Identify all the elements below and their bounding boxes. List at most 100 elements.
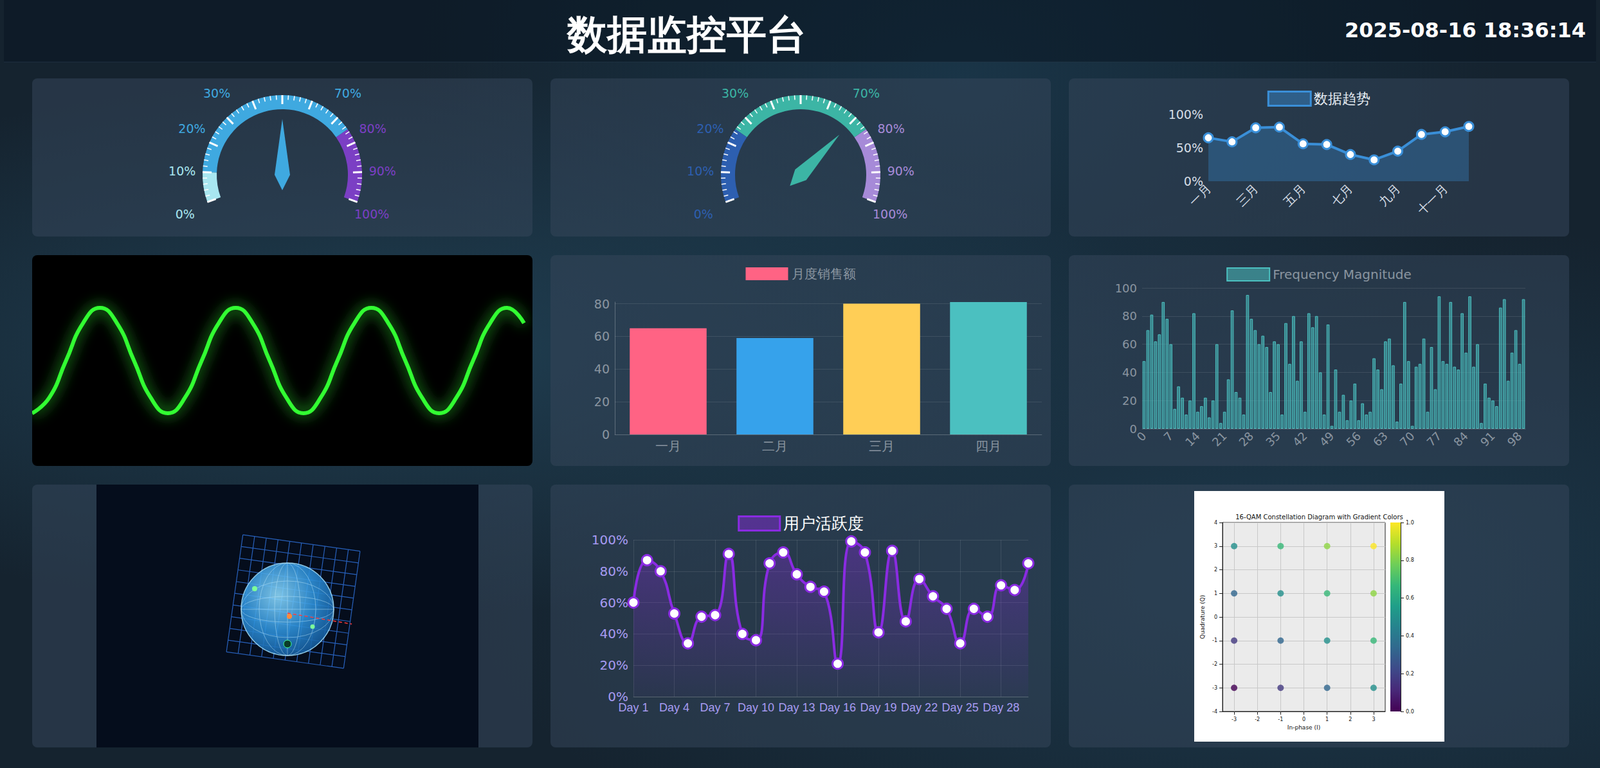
svg-text:2: 2 (1214, 567, 1218, 573)
svg-text:70: 70 (1397, 429, 1418, 450)
svg-text:4: 4 (1214, 520, 1218, 527)
svg-text:7: 7 (1160, 429, 1176, 445)
svg-text:九月: 九月 (1375, 181, 1403, 209)
svg-text:60: 60 (1122, 337, 1137, 352)
html-text:数据监控平台: 数据监控平台 (567, 10, 807, 58)
svg-text:Day 28: Day 28 (982, 701, 1020, 715)
svg-text:一月: 一月 (1185, 181, 1213, 209)
svg-text:Day 1: Day 1 (618, 701, 649, 715)
svg-text:Day 16: Day 16 (819, 701, 856, 715)
svg-text:42: 42 (1290, 429, 1310, 450)
svg-text:100: 100 (1115, 281, 1137, 296)
svg-text:98: 98 (1504, 429, 1525, 450)
svg-text:0%: 0% (693, 207, 714, 222)
svg-text:Day 7: Day 7 (700, 701, 731, 715)
svg-text:In-phase (I): In-phase (I) (1287, 724, 1321, 732)
svg-text:0: 0 (1302, 717, 1306, 723)
svg-text:3: 3 (1214, 543, 1218, 550)
svg-text:0%: 0% (607, 689, 629, 705)
svg-text:90%: 90% (369, 163, 397, 179)
svg-text:Frequency Magnitude: Frequency Magnitude (1272, 266, 1412, 283)
svg-text:20%: 20% (696, 121, 724, 136)
svg-text:Day 19: Day 19 (860, 701, 898, 715)
svg-text:10%: 10% (168, 163, 196, 179)
svg-text:三月: 三月 (1233, 181, 1261, 209)
svg-text:16-QAM Constellation Diagram w: 16-QAM Constellation Diagram with Gradie… (1235, 513, 1404, 521)
svg-text:1: 1 (1325, 717, 1329, 723)
svg-text:十一月: 十一月 (1414, 181, 1451, 218)
svg-text:56: 56 (1343, 429, 1364, 450)
svg-text:Day 22: Day 22 (900, 701, 938, 715)
svg-text:20%: 20% (600, 657, 629, 674)
svg-text:月度销售额: 月度销售额 (791, 266, 856, 282)
svg-text:-2: -2 (1212, 661, 1218, 668)
svg-text:100%: 100% (1168, 107, 1204, 122)
svg-text:0.4: 0.4 (1405, 633, 1415, 640)
svg-text:0.2: 0.2 (1405, 671, 1415, 678)
svg-text:0: 0 (1133, 429, 1149, 445)
svg-text:80%: 80% (877, 121, 905, 136)
svg-text:84: 84 (1450, 429, 1471, 450)
svg-text:60: 60 (594, 329, 610, 344)
svg-text:100%: 100% (591, 532, 629, 548)
svg-text:20%: 20% (178, 121, 206, 136)
svg-text:四月: 四月 (975, 438, 1002, 455)
svg-text:20: 20 (1122, 394, 1137, 408)
svg-text:-3: -3 (1212, 685, 1218, 692)
svg-text:-1: -1 (1277, 717, 1283, 723)
svg-text:30%: 30% (203, 86, 231, 101)
svg-text:40: 40 (594, 362, 610, 377)
svg-text:80: 80 (1122, 309, 1137, 323)
svg-text:35: 35 (1263, 429, 1283, 450)
svg-text:用户活跃度: 用户活跃度 (783, 514, 864, 534)
svg-text:一月: 一月 (655, 438, 682, 455)
svg-text:91: 91 (1477, 429, 1498, 450)
svg-text:28: 28 (1236, 429, 1256, 450)
svg-text:40: 40 (1122, 365, 1137, 380)
svg-text:Day 25: Day 25 (942, 701, 979, 715)
svg-text:100%: 100% (354, 207, 390, 222)
svg-text:30%: 30% (721, 86, 749, 101)
svg-text:70%: 70% (852, 86, 880, 101)
svg-text:80%: 80% (600, 563, 629, 580)
svg-text:0: 0 (601, 427, 610, 442)
svg-text:50%: 50% (1176, 140, 1204, 155)
html-text:2025-08-16 18:36:14: 2025-08-16 18:36:14 (1344, 18, 1586, 43)
svg-text:20: 20 (594, 394, 610, 410)
svg-text:10%: 10% (686, 163, 714, 179)
svg-text:77: 77 (1423, 429, 1444, 450)
svg-text:0.0: 0.0 (1405, 709, 1415, 716)
svg-text:七月: 七月 (1327, 181, 1355, 209)
svg-text:-1: -1 (1212, 637, 1218, 644)
svg-text:40%: 40% (600, 626, 629, 642)
svg-text:二月: 二月 (762, 438, 788, 455)
svg-text:五月: 五月 (1281, 181, 1309, 209)
svg-text:0%: 0% (175, 207, 195, 222)
svg-text:14: 14 (1182, 429, 1203, 450)
svg-text:三月: 三月 (868, 438, 895, 455)
svg-text:2: 2 (1348, 717, 1352, 723)
svg-text:-2: -2 (1254, 717, 1260, 723)
svg-text:0: 0 (1214, 614, 1218, 621)
svg-text:80: 80 (594, 297, 610, 312)
svg-text:100%: 100% (872, 207, 908, 222)
svg-text:49: 49 (1316, 429, 1337, 450)
svg-text:0.6: 0.6 (1405, 595, 1415, 602)
svg-text:-4: -4 (1212, 709, 1218, 716)
svg-text:60%: 60% (600, 595, 629, 611)
svg-text:Quadrature (Q): Quadrature (Q) (1199, 595, 1206, 640)
svg-text:数据趋势: 数据趋势 (1313, 90, 1371, 107)
svg-text:63: 63 (1370, 429, 1391, 450)
svg-text:Day 13: Day 13 (778, 701, 816, 715)
svg-text:-3: -3 (1231, 717, 1237, 723)
svg-text:90%: 90% (887, 163, 915, 179)
svg-text:1: 1 (1214, 590, 1218, 597)
svg-text:21: 21 (1209, 429, 1230, 450)
svg-text:70%: 70% (334, 86, 362, 101)
svg-text:Day 10: Day 10 (737, 701, 775, 715)
svg-text:1.0: 1.0 (1405, 520, 1415, 527)
svg-text:0.8: 0.8 (1405, 557, 1415, 564)
svg-text:Day 4: Day 4 (659, 701, 690, 715)
svg-text:3: 3 (1371, 717, 1375, 723)
svg-text:80%: 80% (358, 121, 386, 136)
